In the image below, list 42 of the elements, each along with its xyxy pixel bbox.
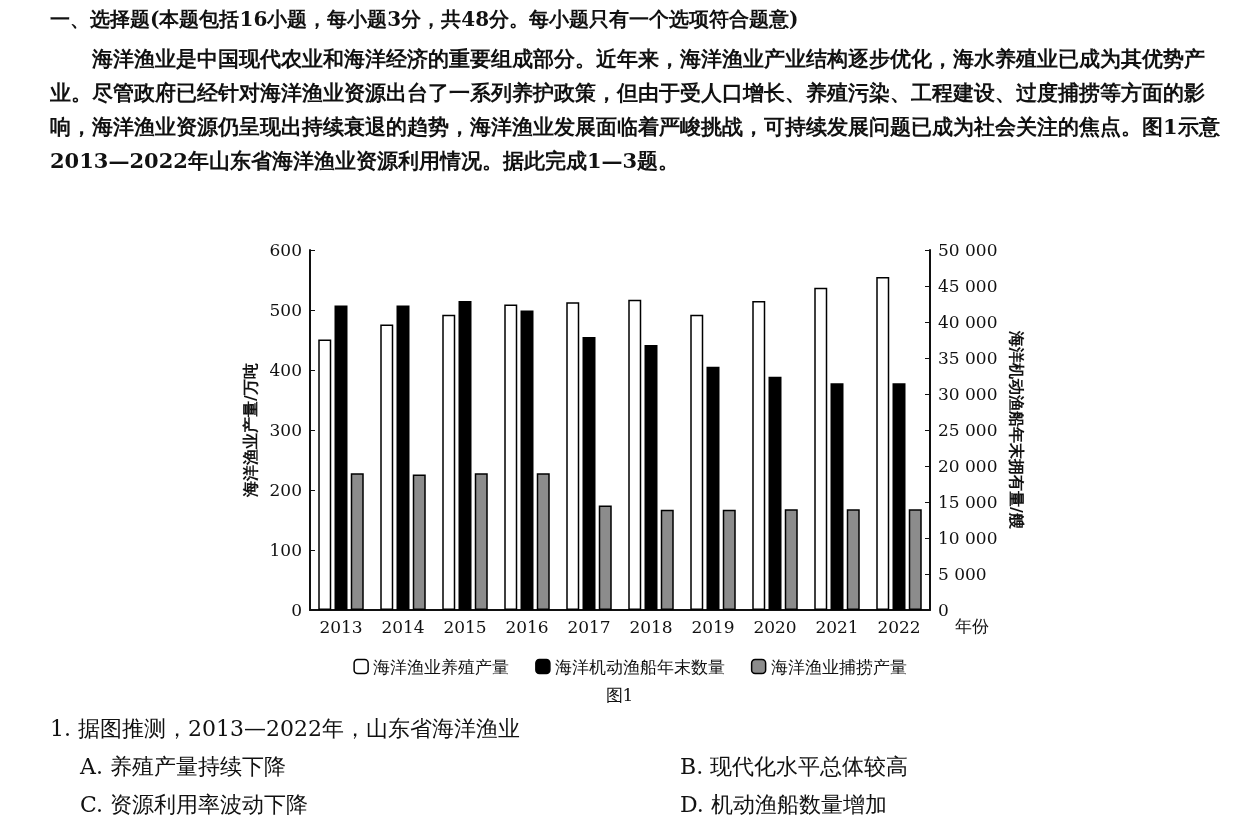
y2-axis-title: 海洋机动渔船年末拥有量/艘	[1006, 330, 1026, 529]
text: A. 养殖产量持续下降	[80, 753, 286, 781]
y2-tick-label: 45 000	[938, 276, 998, 296]
x-tick-label: 2022	[877, 616, 921, 637]
y2-tick-label: 10 000	[938, 528, 998, 548]
x-axis-title: 年份	[954, 617, 989, 636]
text: D. 机动渔船数量增加	[680, 791, 887, 819]
y2-tick-label: 25 000	[938, 420, 998, 440]
x-tick-label: 2016	[505, 616, 549, 637]
chart-title: 一、选择题(本题包括16小题，每小题3分，共48分。每小题只有一个选项符合题意)	[50, 6, 799, 33]
text: 1. 据图推测，2013—2022年，山东省海洋渔业	[50, 715, 520, 743]
text: B. 现代化水平总体较高	[680, 753, 909, 781]
y-tick-label: 600	[269, 240, 302, 260]
y2-tick-label: 5 000	[938, 564, 987, 584]
chart-subtitle: 海洋渔业是中国现代农业和海洋经济的重要组成部分。近年来，海洋渔业产业结构逐步优化，海水养殖业已成为其优势产业。尽管政府已经针对海洋渔业资源出台了一系列养护政策，但由于受人口增长、养殖污染、工程建设、过度捕捞等方面的影响，海洋渔业资源仍呈现出持续衰退的趋势，海洋渔业发展面临着严峻挑战，可持续发展问题已成为社会关注的焦点。图1示意2013—2022年山东省海洋渔业资源利用情况。据此完成1—3题。	[50, 45, 1220, 175]
x-tick-label: 2019	[691, 616, 735, 637]
x-tick-label: 2015	[443, 616, 487, 637]
y-tick-label: 200	[269, 480, 302, 500]
y2-tick-label: 0	[938, 600, 949, 620]
x-tick-label: 2017	[567, 616, 611, 637]
text: C. 资源利用率波动下降	[80, 791, 309, 819]
y-tick-label: 300	[269, 420, 302, 440]
x-tick-label: 2013	[319, 616, 363, 637]
y2-tick-label: 40 000	[938, 312, 998, 332]
legend-label: 海洋机动渔船年末数量	[554, 656, 725, 677]
y-tick-label: 400	[269, 360, 302, 380]
x-tick-label: 2020	[753, 616, 797, 637]
y-tick-label: 500	[269, 300, 302, 320]
legend-label: 海洋渔业养殖产量	[373, 656, 510, 677]
legend-label: 海洋渔业捕捞产量	[770, 656, 907, 677]
x-tick-label: 2021	[815, 616, 859, 637]
y2-tick-label: 30 000	[938, 384, 998, 404]
y-axis-title: 海洋渔业产量/万吨	[241, 363, 261, 498]
caption: 图1	[604, 684, 635, 707]
y2-tick-label: 50 000	[938, 240, 998, 260]
y-tick-label: 100	[269, 540, 302, 560]
y-tick-label: 0	[291, 600, 302, 620]
y2-tick-label: 20 000	[938, 456, 998, 476]
x-tick-label: 2014	[381, 616, 425, 637]
y2-tick-label: 15 000	[938, 492, 998, 512]
y2-tick-label: 35 000	[938, 348, 998, 368]
x-tick-label: 2018	[629, 616, 673, 637]
